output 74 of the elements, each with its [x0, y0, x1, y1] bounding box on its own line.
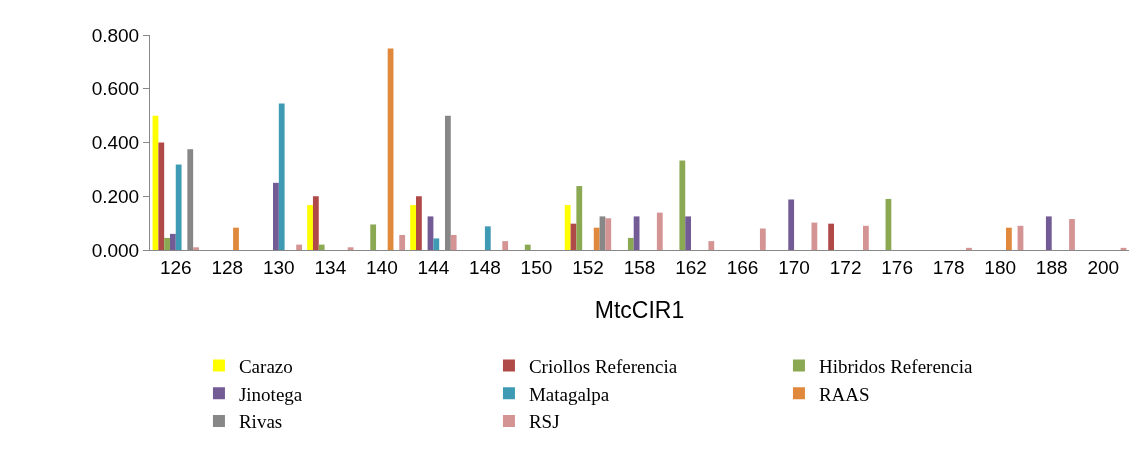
x-tick-label: 178	[932, 256, 965, 278]
bar	[1005, 227, 1012, 250]
legend-label: Jinotega	[238, 383, 303, 405]
bar	[164, 237, 170, 250]
x-tick-label: 158	[623, 256, 656, 278]
x-tick-label: 126	[159, 256, 192, 278]
bar	[828, 223, 835, 250]
bar	[296, 244, 302, 250]
bar	[484, 226, 491, 250]
x-tick-label: 152	[572, 256, 604, 278]
bar	[307, 205, 313, 250]
bar	[656, 212, 663, 250]
bar	[966, 247, 972, 250]
legend-label: Matagalpa	[528, 383, 610, 405]
bar	[318, 244, 325, 250]
bar	[347, 247, 354, 250]
x-tick-label: 148	[469, 256, 501, 278]
y-tick-label: 0.800	[91, 24, 140, 46]
x-tick-label: 176	[881, 256, 913, 278]
bar	[863, 225, 869, 250]
bar	[627, 237, 634, 250]
x-tick-label: 140	[366, 256, 398, 278]
legend-label: Carazo	[238, 356, 293, 378]
bar	[1045, 216, 1052, 250]
bar	[399, 234, 406, 250]
legend-label: Criollos Referencia	[528, 356, 678, 378]
bar	[233, 227, 239, 250]
bar	[708, 241, 715, 250]
x-tick-label: 130	[262, 256, 295, 278]
legend-label: Rivas	[238, 411, 283, 433]
bar	[278, 103, 285, 250]
bar	[502, 241, 509, 250]
x-tick-label: 170	[778, 256, 810, 278]
y-tick-label: 0.200	[91, 185, 140, 207]
x-tick-label: 150	[520, 256, 553, 278]
bar	[410, 205, 416, 250]
bar	[564, 205, 571, 250]
bar	[169, 233, 176, 250]
bar	[593, 227, 600, 250]
legend-label: RSJ	[528, 411, 560, 433]
x-axis-title: MtcCIR1	[594, 297, 685, 324]
bar	[633, 216, 640, 250]
bar	[312, 196, 319, 250]
bar	[605, 218, 612, 250]
legend-label: RAAS	[818, 383, 870, 405]
bar	[273, 182, 279, 250]
x-tick-label: 180	[984, 256, 1017, 278]
bar	[416, 196, 422, 250]
bar	[811, 222, 818, 250]
x-tick-label: 144	[417, 256, 450, 278]
x-tick-label: 162	[675, 256, 707, 278]
x-tick-label: 166	[726, 256, 759, 278]
y-tick-label: 0.400	[91, 132, 140, 154]
bar	[788, 199, 795, 250]
x-tick-label: 134	[314, 256, 347, 278]
bar	[450, 234, 457, 250]
bar	[175, 164, 182, 250]
x-tick-label: 188	[1035, 256, 1068, 278]
bar	[524, 244, 531, 250]
bar	[193, 247, 199, 250]
bar	[576, 186, 583, 250]
bar	[1069, 219, 1075, 250]
y-tick-label: 0.600	[91, 78, 140, 100]
bar	[433, 238, 440, 250]
x-tick-label: 128	[211, 256, 244, 278]
legend-label: Hibridos Referencia	[818, 356, 974, 378]
bar	[158, 142, 165, 250]
y-tick-label: 0.000	[91, 239, 140, 261]
x-tick-label: 200	[1087, 256, 1120, 278]
bar	[370, 224, 377, 250]
bar	[685, 216, 692, 250]
x-tick-label: 172	[829, 256, 862, 278]
bar	[679, 160, 686, 250]
bar	[759, 228, 766, 250]
